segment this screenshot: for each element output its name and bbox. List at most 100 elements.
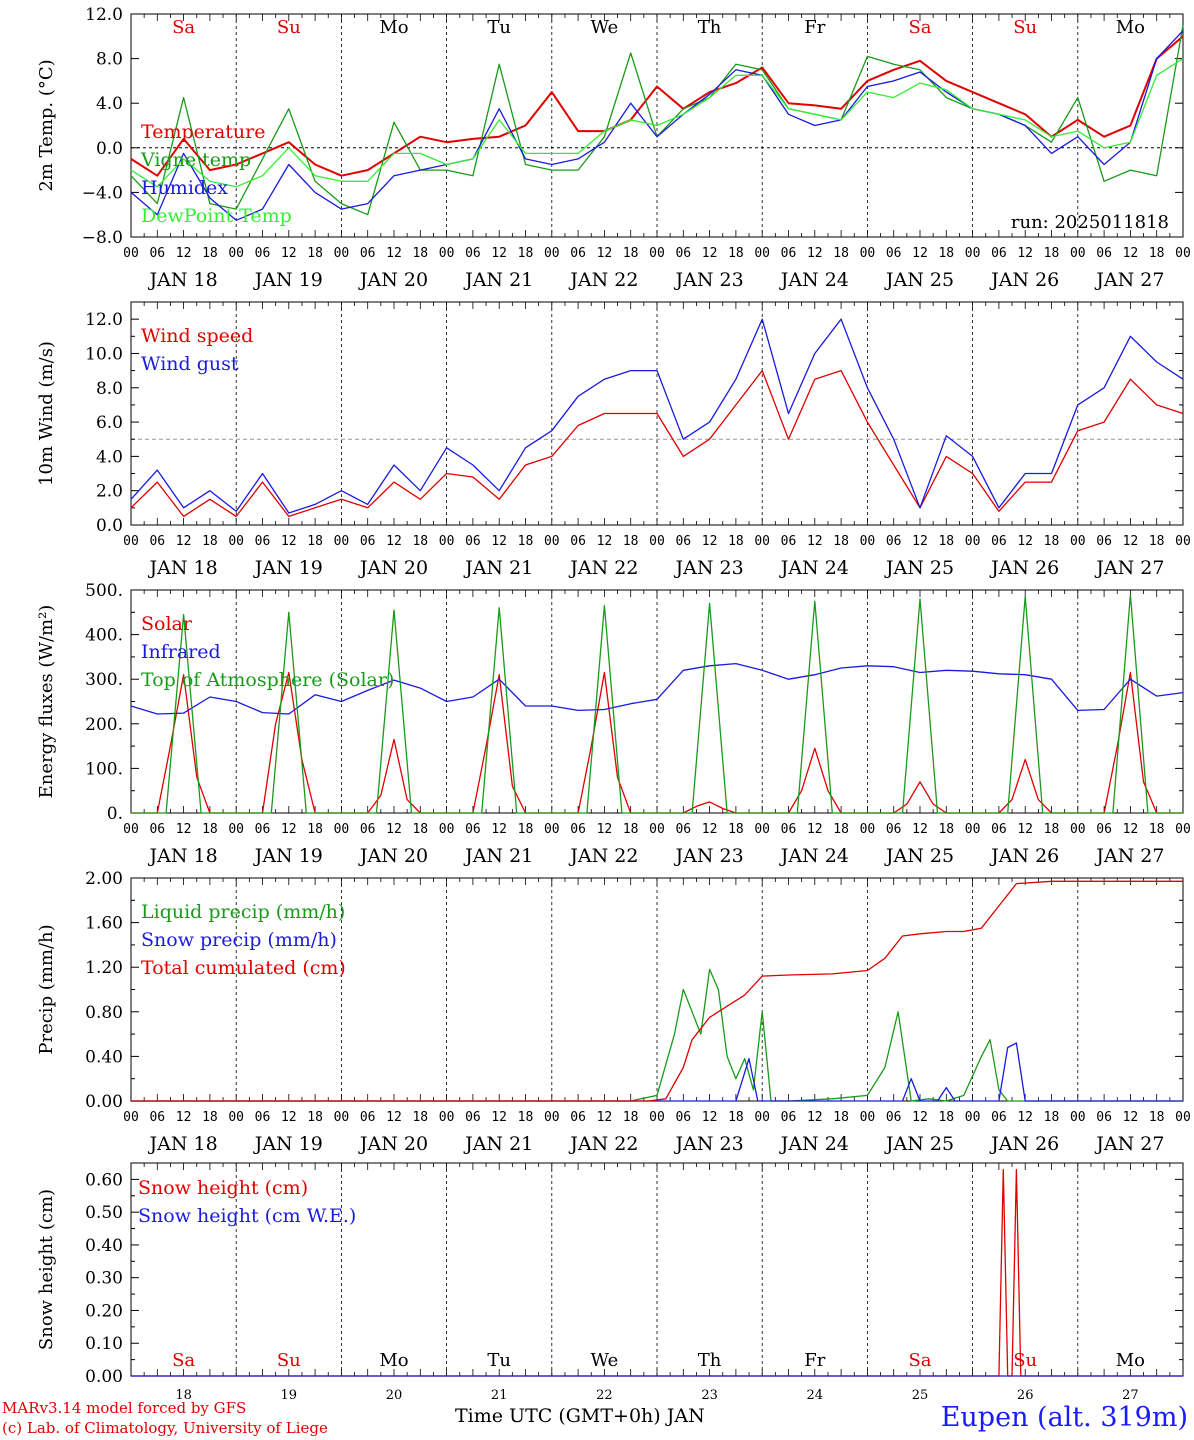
hour-tick-label: 18 — [307, 822, 323, 837]
hour-tick-label: 06 — [781, 246, 797, 261]
y-tick-label: 0.0 — [96, 139, 123, 159]
y-tick-label: 0.40 — [85, 1236, 123, 1256]
legend-entry: Solar — [141, 613, 193, 635]
weekday-label: Su — [277, 17, 301, 38]
weekday-label: Tu — [487, 17, 511, 38]
hour-tick-label: 18 — [412, 1110, 428, 1125]
hour-tick-label: 06 — [991, 534, 1007, 549]
hour-tick-label: 00 — [754, 246, 770, 261]
hour-tick-label: 12 — [281, 534, 297, 549]
hour-tick-label: 12 — [1017, 534, 1033, 549]
legend-entry: Infrared — [141, 641, 221, 663]
day-label: JAN 21 — [463, 269, 533, 291]
legend-entry: Wind gust — [141, 353, 239, 375]
day-number-label: 22 — [596, 1388, 613, 1400]
day-label: JAN 26 — [989, 557, 1059, 579]
hour-tick-label: 00 — [965, 534, 981, 549]
weekday-label: Sa — [172, 17, 195, 38]
hour-tick-label: 00 — [1070, 246, 1086, 261]
hour-tick-label: 12 — [176, 534, 192, 549]
hour-tick-label: 06 — [781, 534, 797, 549]
hour-tick-label: 18 — [202, 1110, 218, 1125]
hour-tick-label: 00 — [649, 534, 665, 549]
hour-tick-label: 18 — [833, 1110, 849, 1125]
lab-credit: (c) Lab. of Climatology, University of L… — [2, 1419, 328, 1437]
hour-tick-label: 06 — [570, 1110, 586, 1125]
hour-tick-label: 06 — [675, 246, 691, 261]
hour-tick-label: 06 — [781, 822, 797, 837]
day-label: JAN 25 — [884, 845, 954, 867]
day-label: JAN 20 — [358, 845, 428, 867]
hour-tick-label: 00 — [860, 534, 876, 549]
series-line-snow-precip-mm-h- — [131, 1042, 1183, 1102]
weekday-label: Su — [1013, 17, 1037, 38]
day-label: JAN 25 — [884, 557, 954, 579]
hour-tick-label: 12 — [281, 246, 297, 261]
day-label: JAN 22 — [568, 269, 638, 291]
hour-tick-label: 18 — [938, 246, 954, 261]
series-line-wind-speed — [130, 369, 1184, 518]
legend-entry: Snow height (cm) — [138, 1177, 308, 1199]
y-tick-label: 4.0 — [96, 447, 123, 467]
hour-tick-label: 18 — [307, 1110, 323, 1125]
y-tick-label: 0.40 — [85, 1047, 123, 1067]
hour-tick-label: 00 — [334, 246, 350, 261]
hour-tick-label: 12 — [1017, 822, 1033, 837]
hour-tick-label: 18 — [623, 534, 639, 549]
hour-tick-label: 00 — [439, 246, 455, 261]
day-label: JAN 23 — [674, 1133, 744, 1155]
hour-tick-label: 00 — [334, 1110, 350, 1125]
hour-tick-label: 00 — [334, 822, 350, 837]
hour-tick-label: 06 — [886, 1110, 902, 1125]
hour-tick-label: 00 — [544, 1110, 560, 1125]
hour-tick-label: 18 — [623, 822, 639, 837]
y-tick-label: 300. — [85, 670, 123, 690]
hour-tick-label: 12 — [912, 1110, 928, 1125]
hour-tick-label: 18 — [518, 1110, 534, 1125]
legend-entry: Total cumulated (cm) — [141, 957, 346, 979]
hour-tick-label: 12 — [1123, 534, 1139, 549]
hour-tick-label: 00 — [123, 534, 139, 549]
hour-tick-label: 06 — [886, 534, 902, 549]
hour-tick-label: 18 — [623, 1110, 639, 1125]
day-label: JAN 23 — [674, 845, 744, 867]
day-number-label: 26 — [1017, 1388, 1034, 1400]
hour-tick-label: 12 — [702, 534, 718, 549]
location-label: Eupen (alt. 319m) — [940, 1402, 1188, 1433]
legend-entry: Liquid precip (mm/h) — [141, 901, 345, 923]
hour-tick-label: 00 — [1070, 534, 1086, 549]
hour-tick-label: 06 — [360, 822, 376, 837]
legend-entry: Top of Atmosphere (Solar) — [141, 669, 394, 691]
y-tick-label: 8.0 — [96, 379, 123, 399]
hour-tick-label: 00 — [228, 822, 244, 837]
hour-tick-label: 00 — [1175, 1110, 1191, 1125]
weekday-label: Mo — [379, 1350, 408, 1371]
hour-tick-label: 06 — [360, 534, 376, 549]
run-annotation: run: 2025011818 — [1011, 212, 1169, 233]
y-tick-label: 0.0 — [96, 516, 123, 536]
weekday-label: Tu — [487, 1350, 511, 1371]
hour-tick-label: 12 — [491, 534, 507, 549]
legend-entry: Wind speed — [141, 325, 253, 347]
hour-tick-label: 06 — [149, 246, 165, 261]
hour-tick-label: 00 — [965, 246, 981, 261]
hour-tick-label: 00 — [439, 822, 455, 837]
hour-tick-label: 00 — [544, 822, 560, 837]
hour-tick-label: 06 — [255, 1110, 271, 1125]
hour-tick-label: 12 — [1123, 822, 1139, 837]
hour-tick-label: 06 — [255, 246, 271, 261]
day-label: JAN 19 — [253, 845, 323, 867]
weekday-label: Mo — [379, 17, 408, 38]
hour-tick-label: 18 — [623, 246, 639, 261]
day-label: JAN 22 — [568, 1133, 638, 1155]
hour-tick-label: 00 — [649, 822, 665, 837]
hour-tick-label: 12 — [491, 246, 507, 261]
hour-tick-label: 18 — [1044, 1110, 1060, 1125]
hour-tick-label: 06 — [991, 822, 1007, 837]
hour-tick-label: 12 — [702, 246, 718, 261]
hour-tick-label: 00 — [1070, 1110, 1086, 1125]
day-label: JAN 27 — [1094, 845, 1164, 867]
hour-tick-label: 00 — [965, 1110, 981, 1125]
hour-tick-label: 18 — [412, 246, 428, 261]
day-label: JAN 21 — [463, 557, 533, 579]
